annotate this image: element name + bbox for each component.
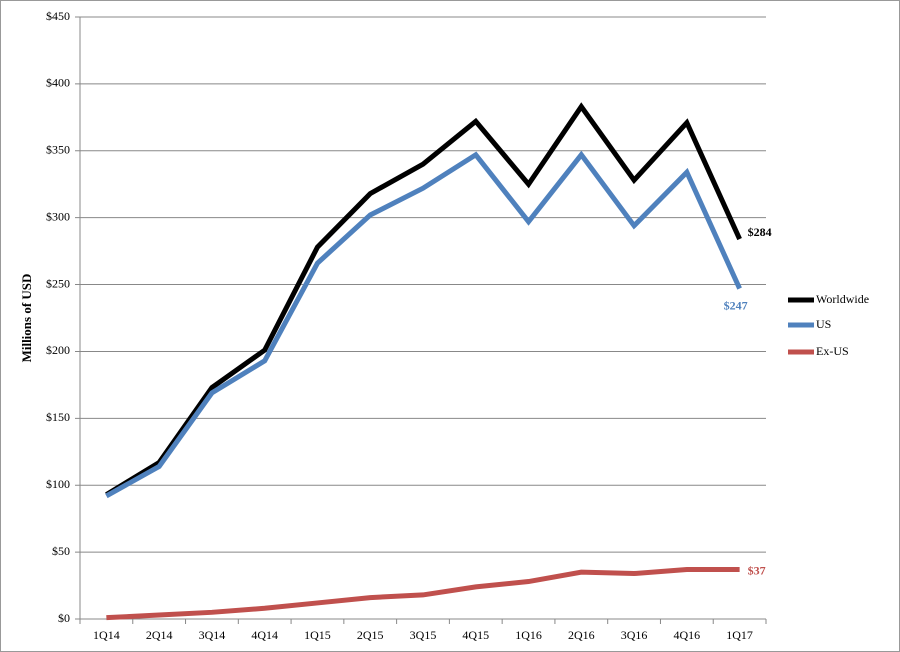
y-tick-label: $300: [46, 209, 70, 223]
y-tick-label: $100: [46, 477, 70, 491]
x-tick-label: 2Q15: [357, 628, 384, 642]
x-tick-label: 3Q15: [410, 628, 437, 642]
y-tick-label: $50: [52, 544, 70, 558]
legend-label: US: [816, 317, 831, 331]
legend-label: Ex-US: [816, 344, 849, 358]
x-tick-label: 4Q15: [462, 628, 489, 642]
data-label: $284: [748, 225, 772, 239]
x-tick-label: 3Q16: [621, 628, 648, 642]
x-tick-label: 2Q14: [146, 628, 173, 642]
x-tick-label: 4Q16: [674, 628, 701, 642]
y-tick-label: $400: [46, 76, 70, 90]
y-tick-label: $250: [46, 276, 70, 290]
x-tick-label: 2Q16: [568, 628, 595, 642]
y-tick-label: $0: [58, 611, 70, 625]
y-axis-label: Millions of USD: [19, 274, 34, 363]
series-line: [105, 150, 742, 499]
data-label: $247: [724, 298, 748, 312]
x-tick-label: 4Q14: [251, 628, 278, 642]
x-tick-label: 1Q14: [93, 628, 120, 642]
x-tick-label: 3Q14: [199, 628, 226, 642]
x-tick-label: 1Q16: [515, 628, 542, 642]
y-tick-label: $350: [46, 143, 70, 157]
y-tick-label: $450: [46, 9, 70, 23]
series-line: [105, 102, 742, 497]
series-line: [106, 567, 740, 621]
data-label: $37: [748, 563, 766, 577]
x-tick-label: 1Q17: [726, 628, 753, 642]
y-tick-label: $150: [46, 410, 70, 424]
x-tick-label: 1Q15: [304, 628, 331, 642]
legend-label: Worldwide: [816, 292, 869, 306]
y-tick-label: $200: [46, 343, 70, 357]
